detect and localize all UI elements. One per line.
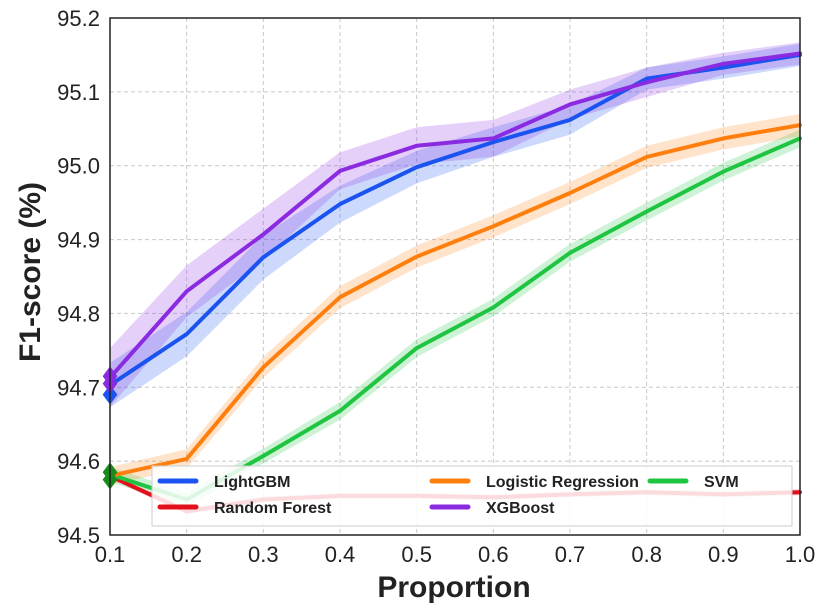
x-tick-labels: 0.1 0.2 0.3 0.4 0.5 0.6 0.7 0.8 0.9 1.0	[95, 542, 816, 567]
y-axis-title: F1-score (%)	[14, 182, 47, 362]
confidence-bands	[110, 42, 800, 515]
x-tick-label: 0.4	[325, 542, 356, 567]
x-tick-label: 0.1	[95, 542, 126, 567]
x-tick-label: 1.0	[785, 542, 816, 567]
legend-label-svm: SVM	[704, 474, 739, 491]
plot-frame	[109, 17, 801, 536]
x-tick-label: 0.2	[171, 542, 202, 567]
y-tick-labels: 94.5 94.6 94.7 94.8 94.9 95.0 95.1 95.2	[57, 6, 100, 548]
xgboost-line	[108, 51, 802, 380]
legend-label-logistic-regression: Logistic Regression	[486, 474, 639, 491]
legend-label-lightgbm: LightGBM	[214, 474, 290, 491]
y-tick-label: 95.0	[57, 154, 100, 179]
xgboost-band	[110, 42, 800, 408]
legend-label-random-forest: Random Forest	[214, 500, 332, 517]
logistic-regression-line	[108, 123, 802, 478]
y-tick-label: 94.5	[57, 523, 100, 548]
x-tick-label: 0.5	[401, 542, 432, 567]
x-axis-title: Proportion	[377, 571, 530, 604]
y-tick-label: 94.9	[57, 228, 100, 253]
x-tick-label: 0.3	[248, 542, 279, 567]
x-tick-label: 0.8	[631, 542, 662, 567]
legend-label-xgboost: XGBoost	[486, 500, 555, 517]
y-tick-label: 94.8	[57, 301, 100, 326]
lightgbm-band	[110, 43, 800, 408]
x-tick-label: 0.7	[555, 542, 586, 567]
x-tick-label: 0.6	[478, 542, 509, 567]
y-tick-label: 95.2	[57, 6, 100, 31]
x-tick-label: 0.9	[708, 542, 739, 567]
y-tick-label: 94.6	[57, 449, 100, 474]
legend-box	[151, 465, 793, 527]
y-tick-label: 94.7	[57, 375, 100, 400]
legend: LightGBM Logistic Regression SVM Random For…	[151, 465, 793, 527]
y-tick-label: 95.1	[57, 80, 100, 105]
